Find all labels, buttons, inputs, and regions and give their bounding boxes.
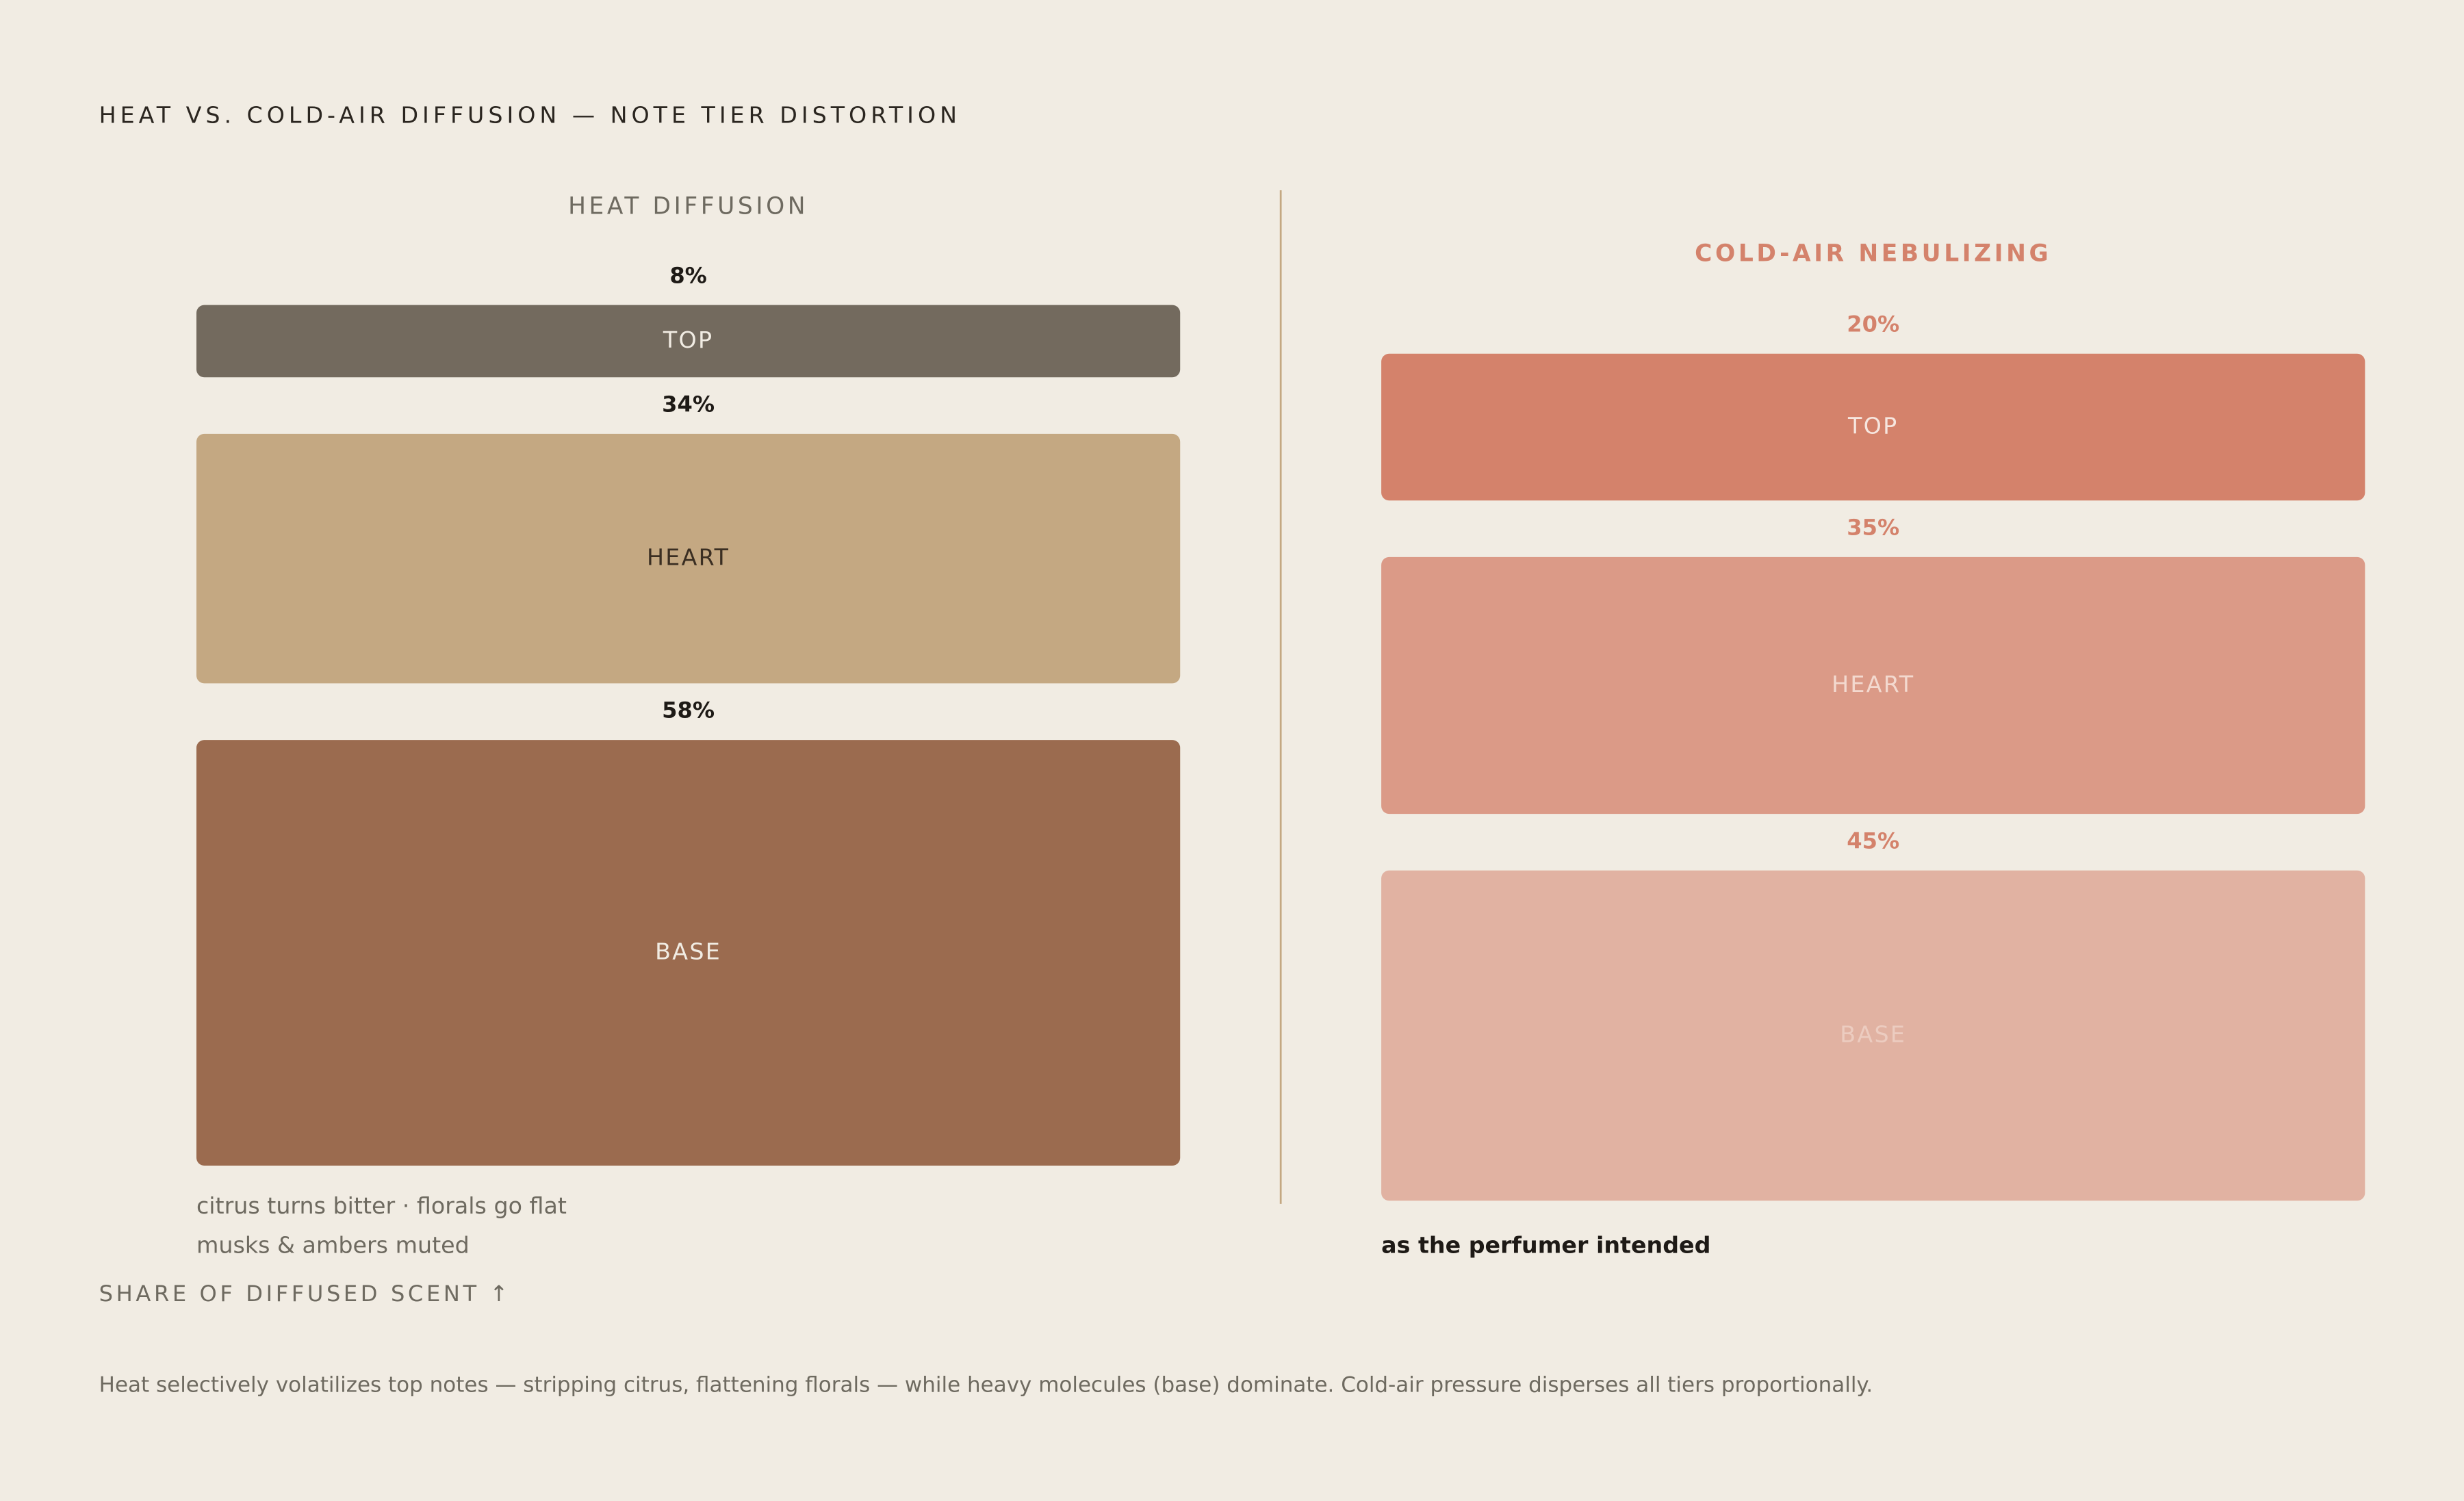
- tier-bar: [196, 433, 1181, 684]
- value-label: 20%: [1847, 311, 1899, 337]
- tier-label: HEART: [1832, 671, 1914, 697]
- tier-label: HEART: [647, 544, 730, 571]
- tier-label: TOP: [1847, 413, 1898, 439]
- tier-label: BASE: [1840, 1021, 1906, 1048]
- tier-bar: [1381, 870, 2365, 1201]
- tier-bar: [196, 740, 1181, 1166]
- annotation: citrus turns bitter · florals go flat: [196, 1192, 567, 1219]
- annotation: musks & ambers muted: [196, 1231, 470, 1258]
- axis-label: SHARE OF DIFFUSED SCENT ↑: [99, 1281, 511, 1307]
- tier-label: TOP: [663, 326, 713, 353]
- value-label: 45%: [1847, 828, 1899, 854]
- tier-bar: [1381, 556, 2365, 814]
- value-label: 58%: [662, 697, 715, 723]
- value-label: 8%: [669, 262, 707, 288]
- value-label: 35%: [1847, 515, 1899, 541]
- tier-bar: [196, 305, 1181, 378]
- footnote: Heat selectively volatilizes top notes —…: [99, 1373, 1873, 1398]
- annotation: as the perfumer intended: [1381, 1231, 1710, 1258]
- panel-title: COLD-AIR NEBULIZING: [1695, 240, 2051, 268]
- tier-bar: [1381, 353, 2365, 501]
- page-title: HEAT VS. COLD-AIR DIFFUSION — NOTE TIER …: [99, 102, 961, 129]
- value-label: 34%: [662, 392, 715, 418]
- tier-label: BASE: [655, 938, 721, 965]
- panel-title: HEAT DIFFUSION: [568, 193, 808, 220]
